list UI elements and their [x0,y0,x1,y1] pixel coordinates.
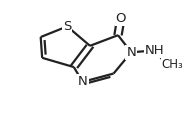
Text: CH₃: CH₃ [162,58,183,71]
Text: N: N [78,75,88,88]
Text: NH: NH [145,44,165,57]
Text: N: N [126,46,136,59]
Text: S: S [63,20,71,33]
Text: O: O [116,12,126,25]
